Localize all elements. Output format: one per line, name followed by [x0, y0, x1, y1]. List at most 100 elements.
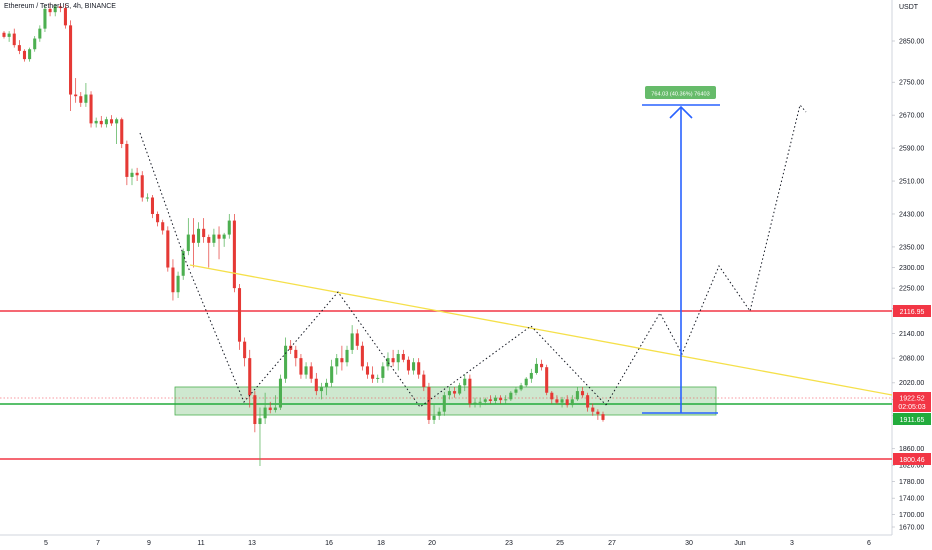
candle[interactable]: [550, 392, 554, 400]
descending-trendline[interactable]: [189, 264, 893, 396]
candle[interactable]: [591, 407, 595, 412]
candle[interactable]: [33, 38, 37, 50]
candle[interactable]: [125, 143, 129, 177]
candle[interactable]: [540, 363, 544, 368]
candle[interactable]: [171, 267, 175, 293]
candle[interactable]: [545, 367, 549, 393]
candle[interactable]: [89, 94, 93, 124]
candle[interactable]: [7, 33, 11, 37]
candle[interactable]: [217, 234, 221, 239]
candle[interactable]: [575, 391, 579, 400]
candle[interactable]: [263, 407, 267, 419]
candle[interactable]: [130, 172, 134, 177]
candle[interactable]: [222, 234, 226, 239]
candle[interactable]: [156, 213, 160, 223]
candle[interactable]: [350, 333, 354, 350]
candle[interactable]: [58, 6, 62, 9]
candle[interactable]: [202, 228, 206, 238]
candle[interactable]: [63, 8, 67, 26]
candle[interactable]: [309, 366, 313, 379]
candle[interactable]: [176, 275, 180, 293]
candle[interactable]: [161, 222, 165, 231]
candle[interactable]: [99, 120, 103, 125]
candle[interactable]: [248, 358, 252, 396]
candle[interactable]: [115, 119, 119, 124]
candle[interactable]: [227, 220, 231, 235]
candle[interactable]: [314, 378, 318, 392]
candle[interactable]: [319, 386, 323, 392]
candle[interactable]: [38, 28, 42, 39]
candle[interactable]: [330, 366, 334, 383]
candle[interactable]: [524, 378, 528, 386]
candle[interactable]: [135, 172, 139, 176]
candle[interactable]: [376, 377, 380, 379]
candle[interactable]: [17, 45, 21, 51]
candle[interactable]: [304, 366, 308, 375]
candle[interactable]: [191, 234, 195, 243]
candle[interactable]: [186, 234, 190, 252]
candle[interactable]: [335, 358, 339, 367]
candle[interactable]: [84, 94, 88, 103]
candle[interactable]: [273, 407, 277, 411]
candle[interactable]: [422, 374, 426, 387]
candle[interactable]: [596, 411, 600, 415]
candle[interactable]: [22, 50, 27, 60]
symbol-header[interactable]: Ethereum / TetherUS, 4h, BINANCE: [4, 3, 116, 10]
candle[interactable]: [586, 395, 590, 408]
candle[interactable]: [504, 399, 508, 401]
candle[interactable]: [43, 8, 47, 29]
candle[interactable]: [258, 418, 262, 425]
candle[interactable]: [150, 197, 155, 214]
candle[interactable]: [294, 349, 298, 359]
candle[interactable]: [94, 120, 98, 124]
candle[interactable]: [197, 228, 201, 243]
candle[interactable]: [519, 385, 523, 390]
candle[interactable]: [412, 362, 416, 371]
candle[interactable]: [452, 391, 457, 394]
candle[interactable]: [120, 119, 124, 144]
candle[interactable]: [447, 391, 451, 396]
candle[interactable]: [488, 399, 492, 401]
candle[interactable]: [560, 399, 564, 403]
time-axis[interactable]: 5 7 9 11 13 16 18 20 23 25 27 30 Jun 3 6: [44, 540, 871, 547]
candle[interactable]: [406, 359, 410, 371]
candle[interactable]: [458, 385, 462, 394]
candle[interactable]: [493, 397, 498, 401]
candle[interactable]: [478, 401, 482, 403]
candle[interactable]: [565, 399, 569, 406]
price-axis[interactable]: 2850.00 2750.00 2670.00 2590.00 2510.00 2430.…: [892, 38, 924, 531]
candle[interactable]: [299, 358, 303, 375]
candle[interactable]: [417, 362, 421, 375]
candle[interactable]: [442, 395, 446, 412]
candle[interactable]: [79, 96, 83, 103]
candle[interactable]: [371, 374, 375, 379]
candle[interactable]: [427, 386, 431, 420]
candle[interactable]: [601, 414, 605, 420]
candle[interactable]: [284, 345, 288, 379]
candle[interactable]: [340, 358, 344, 363]
candle[interactable]: [145, 197, 149, 199]
candle[interactable]: [355, 333, 359, 346]
candle[interactable]: [207, 237, 211, 243]
candle[interactable]: [391, 358, 395, 363]
candle[interactable]: [381, 366, 385, 378]
candle[interactable]: [529, 372, 533, 379]
candle[interactable]: [396, 354, 400, 363]
candle[interactable]: [109, 119, 114, 124]
candle[interactable]: [534, 363, 538, 373]
candle[interactable]: [237, 288, 242, 342]
candle[interactable]: [212, 234, 216, 243]
candle[interactable]: [499, 397, 503, 401]
candle[interactable]: [140, 175, 144, 198]
candle[interactable]: [483, 399, 487, 402]
candle[interactable]: [580, 391, 585, 396]
candle[interactable]: [360, 345, 364, 367]
candle[interactable]: [232, 220, 236, 289]
candle[interactable]: [69, 25, 73, 95]
candle[interactable]: [509, 392, 513, 400]
candle[interactable]: [166, 230, 170, 268]
candle[interactable]: [243, 341, 247, 359]
candle[interactable]: [468, 378, 472, 404]
candle[interactable]: [181, 251, 185, 276]
